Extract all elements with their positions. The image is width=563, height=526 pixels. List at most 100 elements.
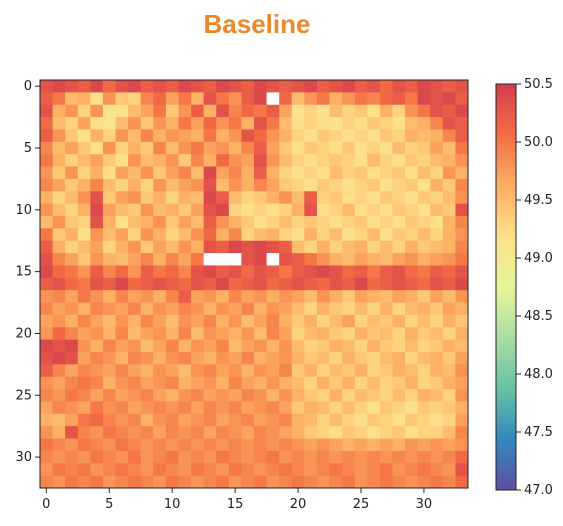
heatmap-cell [128,327,142,341]
heatmap-cell [115,154,129,167]
heatmap-cell [65,364,79,378]
heatmap-cell [304,339,318,353]
heatmap-cell [367,364,381,378]
heatmap-cell [405,352,419,365]
heatmap-cell [52,80,66,93]
heatmap-cell [254,129,267,143]
heatmap-cell [329,154,343,167]
heatmap-cell [417,426,431,439]
heatmap-cell [128,203,142,217]
heatmap-cell [291,141,305,155]
heatmap-cell [216,141,230,155]
heatmap-cell [430,253,444,266]
heatmap-cell [405,129,419,143]
heatmap-cell [430,290,444,303]
heatmap-cell [90,265,104,279]
heatmap-cell [140,290,154,303]
heatmap-cell [40,426,53,439]
heatmap-cell [342,450,356,464]
heatmap-cell [392,141,406,155]
heatmap-cell [304,277,318,291]
heatmap-cell [455,191,469,205]
heatmap-cell [241,178,255,192]
heatmap-cell [228,364,242,378]
heatmap-cell [40,389,53,402]
heatmap-cell [291,154,305,167]
heatmap-cell [442,228,456,242]
heatmap-cell [291,240,305,254]
heatmap-cell [304,216,318,229]
heatmap-cell [405,228,419,242]
heatmap-cell [279,80,293,93]
heatmap-cell [216,327,230,341]
heatmap-cell [329,129,343,143]
heatmap-cell [367,463,381,477]
heatmap-cell [115,339,129,353]
heatmap-cell [279,203,293,217]
heatmap-cell [128,154,142,167]
heatmap-cell [316,327,330,341]
heatmap-cell [392,240,406,254]
heatmap-cell [52,413,66,427]
heatmap-cell [140,203,154,217]
heatmap-cell [455,265,469,279]
heatmap-cell [191,450,205,464]
heatmap-cell [216,339,230,353]
heatmap-cell [254,265,267,279]
heatmap-cell [65,401,79,415]
heatmap-cell [354,277,368,291]
colorbar-tick-label: 47.0 [524,483,553,498]
heatmap-cell [316,265,330,279]
heatmap-cell [191,438,205,452]
heatmap-cell [77,290,91,303]
heatmap-cell [153,290,167,303]
heatmap-cell [291,302,305,316]
heatmap-cell [354,178,368,192]
heatmap-cell [430,178,444,192]
heatmap-cell [392,253,406,266]
heatmap-cell [442,364,456,378]
heatmap-cell [379,450,393,464]
heatmap-cell [455,314,469,328]
heatmap-cell [153,117,167,130]
heatmap-cell [115,277,129,291]
heatmap-cell [65,228,79,242]
heatmap-cell [329,92,343,106]
heatmap-cell [241,302,255,316]
heatmap-cell [165,129,179,143]
heatmap-cell [191,117,205,130]
heatmap-cell [102,475,116,489]
heatmap-cell [90,401,104,415]
heatmap-cell [254,277,267,291]
heatmap-cell [279,265,293,279]
heatmap-cell [455,154,469,167]
heatmap-cell [241,154,255,167]
heatmap-cell [90,228,104,242]
heatmap-cell [128,240,142,254]
heatmap-cell [442,178,456,192]
heatmap-cell [392,191,406,205]
heatmap-cell [430,352,444,365]
heatmap-cell [165,240,179,254]
heatmap-cell [77,253,91,266]
heatmap-cell [216,92,230,106]
heatmap-cell [165,191,179,205]
heatmap-cell [254,117,267,130]
heatmap-cell [254,290,267,303]
heatmap-cell [291,475,305,489]
heatmap-cell [304,141,318,155]
heatmap-cell [266,327,280,341]
heatmap-cell [354,314,368,328]
heatmap-cell [40,302,53,316]
heatmap-cell [115,178,129,192]
heatmap-cell [367,92,381,106]
heatmap-cell [417,352,431,365]
heatmap-cell [228,240,242,254]
heatmap-cell [52,277,66,291]
heatmap-cell [153,389,167,402]
heatmap-cell [191,314,205,328]
heatmap-cell [430,166,444,180]
heatmap-cell [90,364,104,378]
heatmap-cell [329,339,343,353]
colorbar-tick-label: 49.5 [524,193,553,208]
